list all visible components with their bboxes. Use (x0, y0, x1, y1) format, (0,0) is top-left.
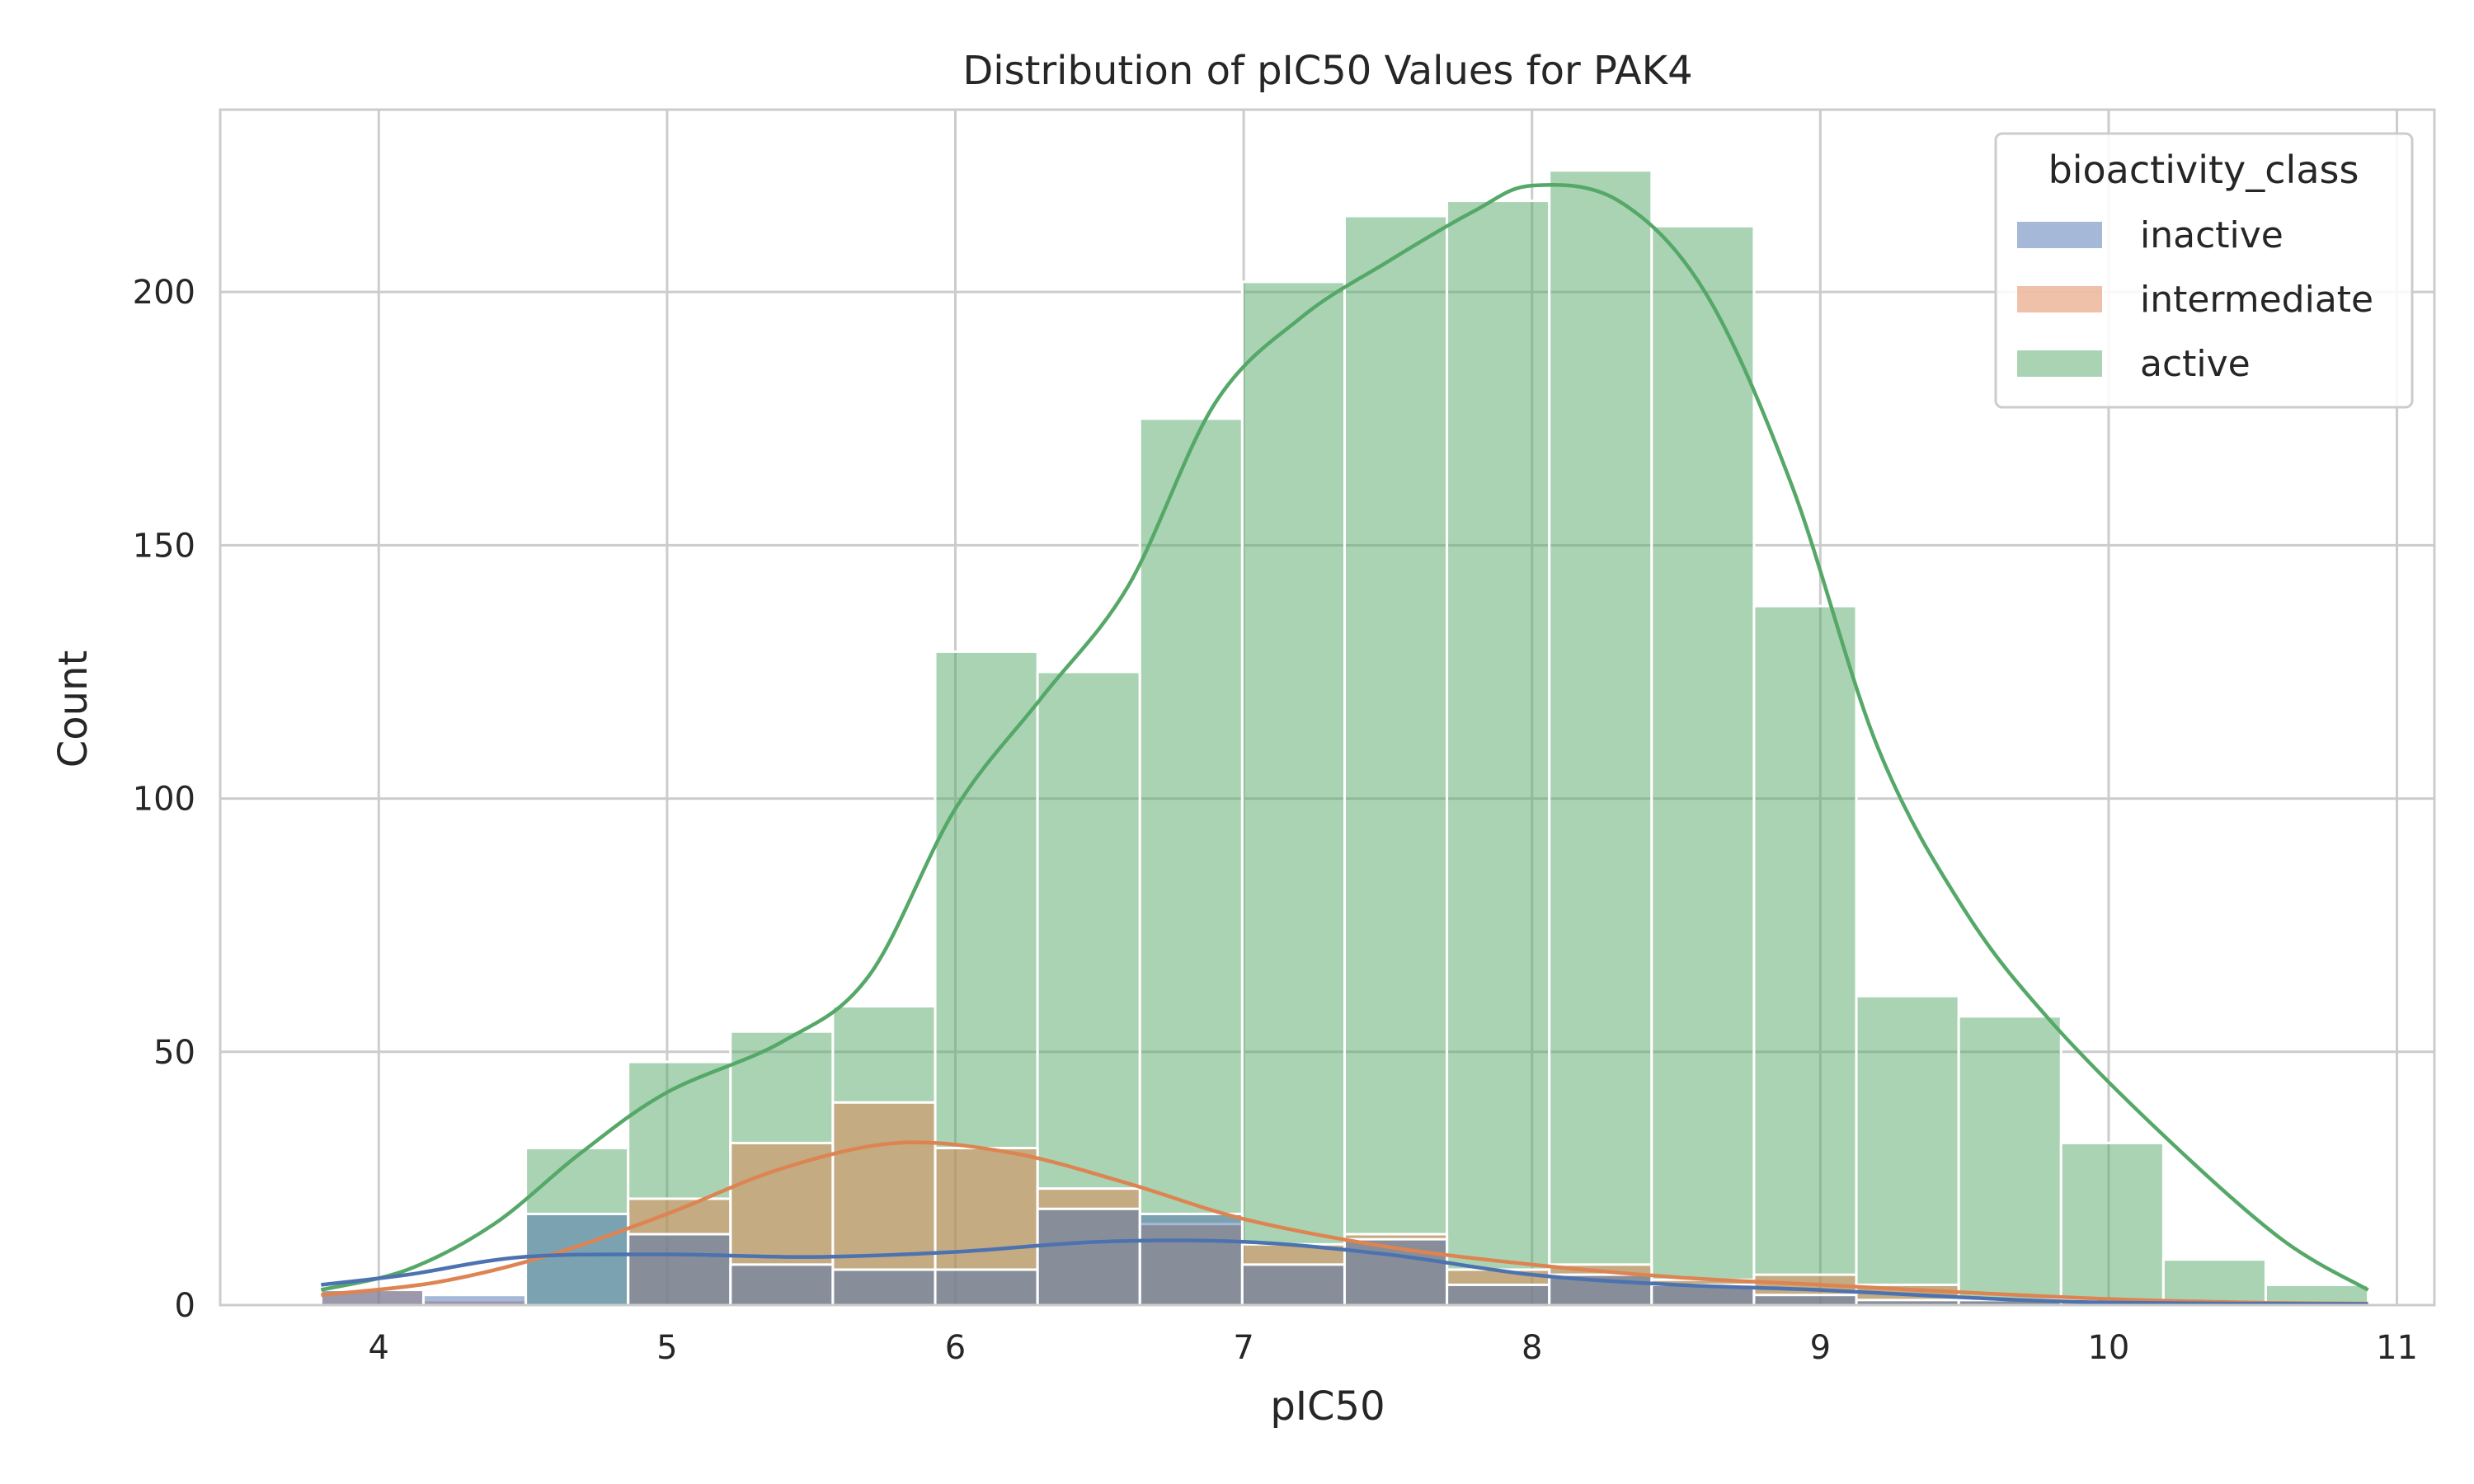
bar-active (1343, 214, 1449, 1307)
legend-box (1994, 132, 2414, 409)
bar-active (1138, 417, 1244, 1307)
kde-line-active (320, 182, 2369, 1292)
y-tick-label: 50 (153, 1034, 195, 1072)
bar-inactive (1752, 1294, 1858, 1307)
bar-active (1650, 224, 1756, 1307)
bar-inactive (627, 1233, 732, 1307)
bars-layer (319, 169, 2370, 1307)
bar-active (1957, 1015, 2062, 1307)
y-tick-label: 150 (133, 527, 195, 565)
x-tick-label: 10 (2087, 1329, 2129, 1367)
bar-active (1752, 604, 1858, 1307)
x-tick-label: 5 (656, 1329, 677, 1367)
bar-inactive (934, 1268, 1039, 1307)
legend-label-active: active (2140, 343, 2251, 385)
kde-line-inactive (321, 1238, 2368, 1307)
legend: bioactivity_class inactive intermediate ac… (1994, 132, 2414, 409)
bar-inactive (729, 1263, 835, 1307)
legend-label-inactive: inactive (2140, 214, 2284, 256)
bar-inactive (1446, 1283, 1551, 1307)
legend-swatch-inactive (2015, 220, 2104, 250)
legend-label-intermediate: intermediate (2140, 279, 2373, 321)
legend-swatch-intermediate (2015, 284, 2104, 314)
bar-active (1240, 280, 1346, 1307)
y-tick-label: 0 (175, 1287, 195, 1325)
x-tick-label: 7 (1233, 1329, 1253, 1367)
x-tick-label: 4 (369, 1329, 389, 1367)
bar-inactive (524, 1212, 630, 1307)
y-axis-label: Count (50, 650, 96, 768)
kde-line-intermediate (321, 1140, 2368, 1306)
bar-active (2059, 1141, 2165, 1307)
bar-inactive (1036, 1207, 1141, 1307)
bar-inactive (831, 1268, 937, 1307)
bar-active (1548, 169, 1653, 1307)
bar-active (1855, 994, 1960, 1307)
x-axis-label: pIC50 (1270, 1383, 1385, 1430)
bar-inactive (1138, 1212, 1244, 1307)
kde-curves-layer (320, 182, 2369, 1307)
bar-active (1446, 200, 1551, 1307)
x-tick-label: 11 (2376, 1329, 2418, 1367)
y-tick-label: 200 (133, 274, 195, 312)
bar-active (2161, 1258, 2267, 1307)
plot-frame (219, 108, 2436, 1307)
y-tick-label: 100 (133, 781, 195, 819)
legend-title: bioactivity_class (2048, 148, 2359, 192)
bar-inactive (421, 1294, 528, 1307)
legend-items: inactive intermediate active (2015, 214, 2373, 385)
tick-labels: 4 5 6 7 8 9 10 11 0 50 100 150 200 (133, 274, 2418, 1367)
legend-swatch-active (2015, 349, 2104, 378)
x-tick-label: 6 (945, 1329, 966, 1367)
x-tick-label: 9 (1810, 1329, 1831, 1367)
bar-inactive (1240, 1263, 1346, 1307)
chart-title: Distribution of pIC50 Values for PAK4 (962, 48, 1692, 94)
x-tick-label: 8 (1522, 1329, 1542, 1367)
